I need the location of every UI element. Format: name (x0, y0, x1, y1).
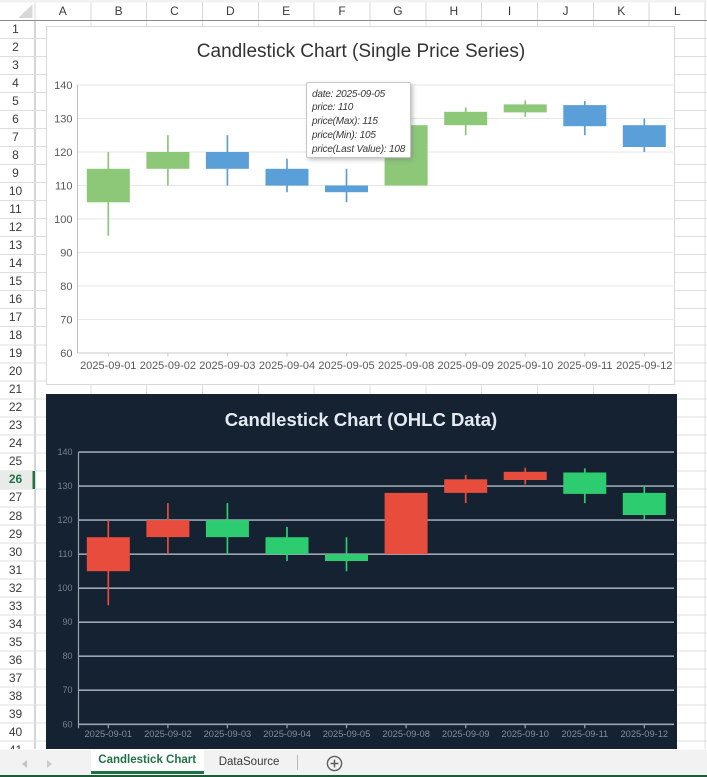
svg-text:100: 100 (57, 583, 72, 593)
svg-text:100: 100 (54, 214, 72, 226)
svg-text:2025-09-04: 2025-09-04 (263, 729, 311, 739)
svg-text:2025-09-09: 2025-09-09 (437, 360, 493, 372)
svg-text:2025-09-05: 2025-09-05 (318, 360, 374, 372)
svg-text:110: 110 (54, 181, 72, 193)
svg-text:130: 130 (57, 481, 72, 491)
svg-text:80: 80 (60, 281, 72, 293)
svg-text:120: 120 (57, 515, 72, 525)
svg-text:2025-09-02: 2025-09-02 (139, 360, 195, 372)
svg-text:Candlestick Chart (Single Pric: Candlestick Chart (Single Price Series) (196, 41, 524, 62)
svg-text:80: 80 (62, 651, 72, 661)
svg-text:110: 110 (58, 549, 72, 559)
svg-text:60: 60 (62, 719, 72, 729)
svg-text:2025-09-08: 2025-09-08 (382, 729, 430, 739)
svg-text:2025-09-10: 2025-09-10 (501, 729, 549, 739)
svg-text:2025-09-04: 2025-09-04 (258, 360, 314, 372)
svg-text:2025-09-03: 2025-09-03 (199, 360, 255, 372)
svg-text:140: 140 (57, 447, 72, 457)
svg-text:70: 70 (60, 315, 72, 327)
svg-text:2025-09-09: 2025-09-09 (441, 729, 489, 739)
svg-text:Candlestick Chart (OHLC Data): Candlestick Chart (OHLC Data) (224, 409, 496, 430)
svg-text:120: 120 (54, 147, 72, 159)
svg-text:2025-09-12: 2025-09-12 (616, 360, 672, 372)
svg-text:130: 130 (54, 114, 72, 126)
svg-text:90: 90 (62, 617, 72, 627)
svg-text:2025-09-10: 2025-09-10 (497, 360, 553, 372)
svg-text:140: 140 (54, 80, 72, 92)
svg-text:2025-09-03: 2025-09-03 (203, 729, 251, 739)
svg-text:2025-09-02: 2025-09-02 (144, 729, 192, 739)
svg-text:2025-09-01: 2025-09-01 (80, 360, 136, 372)
svg-text:2025-09-05: 2025-09-05 (322, 729, 370, 739)
svg-text:2025-09-11: 2025-09-11 (557, 360, 612, 372)
svg-text:2025-09-01: 2025-09-01 (84, 729, 132, 739)
svg-text:2025-09-12: 2025-09-12 (620, 729, 668, 739)
svg-text:2025-09-08: 2025-09-08 (377, 360, 433, 372)
svg-text:90: 90 (60, 248, 72, 260)
svg-text:70: 70 (62, 685, 72, 695)
svg-text:2025-09-11: 2025-09-11 (561, 729, 608, 739)
svg-text:60: 60 (60, 348, 72, 360)
